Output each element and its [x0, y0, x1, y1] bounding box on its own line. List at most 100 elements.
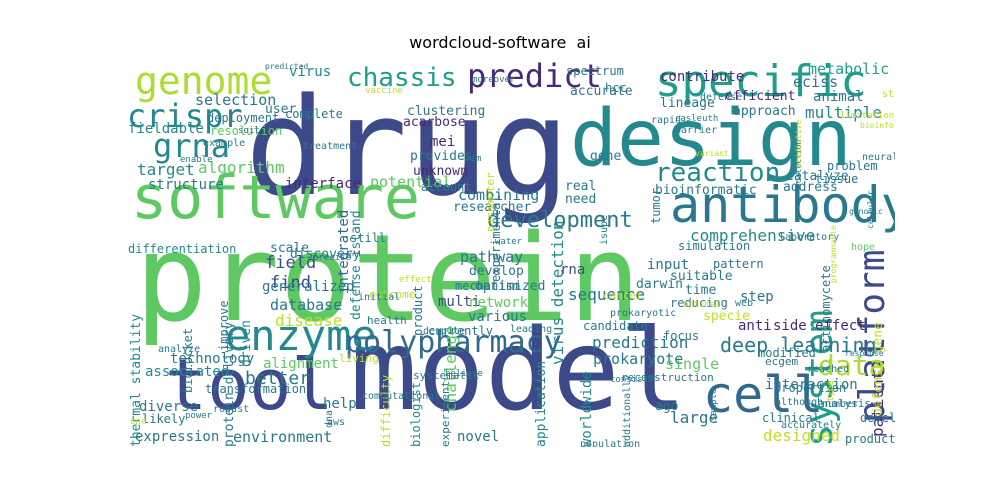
word-address: address [783, 180, 838, 195]
word-expression: expression [135, 429, 220, 445]
word-study: study [882, 89, 895, 100]
word-find: find [270, 273, 311, 293]
word-combining: combining [458, 186, 540, 204]
word-sample: sample [709, 388, 719, 421]
word-unknown: unknown [413, 164, 468, 179]
word-aws: aws [327, 417, 346, 428]
word-candidate: candidate [583, 319, 649, 333]
word-alignment: alignment [263, 356, 339, 372]
word-account: account [421, 180, 472, 194]
word-cell: cell [703, 366, 824, 424]
word-fieldable: fieldable [128, 121, 204, 137]
word-isupe: isupe [599, 214, 610, 245]
word-neural: neural [862, 152, 895, 163]
word-still: still [350, 231, 387, 245]
word-vaccine: vaccine [365, 86, 403, 96]
word-drug: drug [245, 69, 571, 226]
word-pattern: pattern [713, 257, 764, 271]
word-enzyme: enzyme [225, 311, 377, 360]
word-barrier: barrier [675, 125, 718, 136]
word-tool: tool [165, 344, 334, 426]
word-user: user [265, 102, 297, 117]
word-simulation: simulation [678, 239, 751, 253]
word-contribute: contribute [660, 69, 745, 85]
word-currently: currently [428, 324, 494, 338]
word-technology: technology [170, 351, 255, 367]
word-consists: consists [610, 375, 654, 385]
word-difficulty: difficulty [379, 374, 393, 447]
word-antibody: antibody [670, 176, 895, 234]
word-rapid: rapid [651, 115, 682, 126]
word-initial: initial [358, 292, 401, 303]
word-response: response [845, 349, 884, 358]
word-development: development [487, 208, 633, 233]
word-reconstruction: reconstruction [621, 371, 714, 384]
word-reaction: reaction [655, 158, 781, 188]
word-selection: selection [195, 91, 277, 109]
word-gene: gene [590, 149, 622, 164]
word-enable: enable [180, 155, 213, 165]
word-pathway: pathway [460, 248, 524, 266]
word-health: health [367, 314, 407, 327]
word-type: type [826, 380, 836, 402]
word-defense-gene: defense gene [871, 322, 886, 416]
word-living: living [339, 352, 379, 365]
word-resolution: resolution [210, 124, 283, 138]
word-network: network [469, 295, 529, 311]
word-deployment: deployment [207, 111, 280, 125]
word-complete: complete [285, 107, 343, 121]
word-clinical: clinical [762, 411, 820, 425]
word-protein: protein [135, 210, 641, 349]
word-specific: specific [655, 60, 867, 107]
word-suitable: suitable [670, 269, 733, 284]
word-predict: predict [467, 60, 602, 95]
word-application: application [534, 360, 549, 447]
word-hcc: hcc [605, 81, 627, 95]
word-one: one [130, 417, 147, 427]
word-limitation: limitation [840, 111, 895, 121]
word-bioinformatic: bioinformatic [655, 183, 757, 198]
word-defense: defense [700, 92, 743, 103]
word-biorocket: biorocket [181, 327, 195, 393]
word-power: power [185, 411, 213, 421]
word-production: production [845, 432, 895, 446]
word-virus: virus [289, 64, 332, 80]
word-spectrum: spectrum [566, 64, 624, 78]
word-soil: soil [238, 126, 260, 136]
word-systematic: systematic [413, 369, 480, 382]
word-number: number [822, 399, 859, 410]
word-darwin: darwin [636, 277, 683, 292]
word-reached: reached [807, 364, 850, 375]
word-robust: robust [213, 404, 250, 415]
word-design: design [570, 94, 852, 184]
word-approach: approach [733, 104, 796, 119]
word-software: software [131, 163, 420, 233]
word-sequence: sequence [568, 285, 646, 304]
word-accurately: accurately [781, 420, 842, 431]
word-variant: variant [695, 149, 729, 158]
word-analysis: analysis [818, 397, 871, 410]
word-likely: likely [142, 412, 186, 426]
word-virus-detection: virus detection [548, 220, 567, 366]
word-focus: focus [663, 329, 700, 343]
word-cloud: drug protein model design software antibody to… [125, 60, 895, 447]
word-problem: problem [827, 159, 878, 173]
word-better: better [245, 368, 311, 389]
word-disease: disease [275, 311, 343, 330]
word-designed: designed [763, 426, 841, 445]
word-develop: develop [469, 264, 524, 279]
word-water: water [495, 237, 523, 247]
word-comprehensive: comprehensive [690, 226, 816, 245]
word-catalyze: catalyze [786, 169, 849, 184]
word-algorithm: algorithm [198, 158, 285, 177]
word-although: although [775, 397, 824, 408]
word-additionally: additionally [622, 374, 633, 447]
word-structure: structure [148, 177, 224, 193]
word-tumor: tumor [649, 187, 663, 224]
word-developed: developed [860, 411, 895, 425]
word-multi: multi [438, 294, 481, 310]
word-help: help [323, 396, 357, 412]
word-ecgem: ecgem [765, 355, 799, 368]
word-believe: believe [445, 369, 483, 379]
